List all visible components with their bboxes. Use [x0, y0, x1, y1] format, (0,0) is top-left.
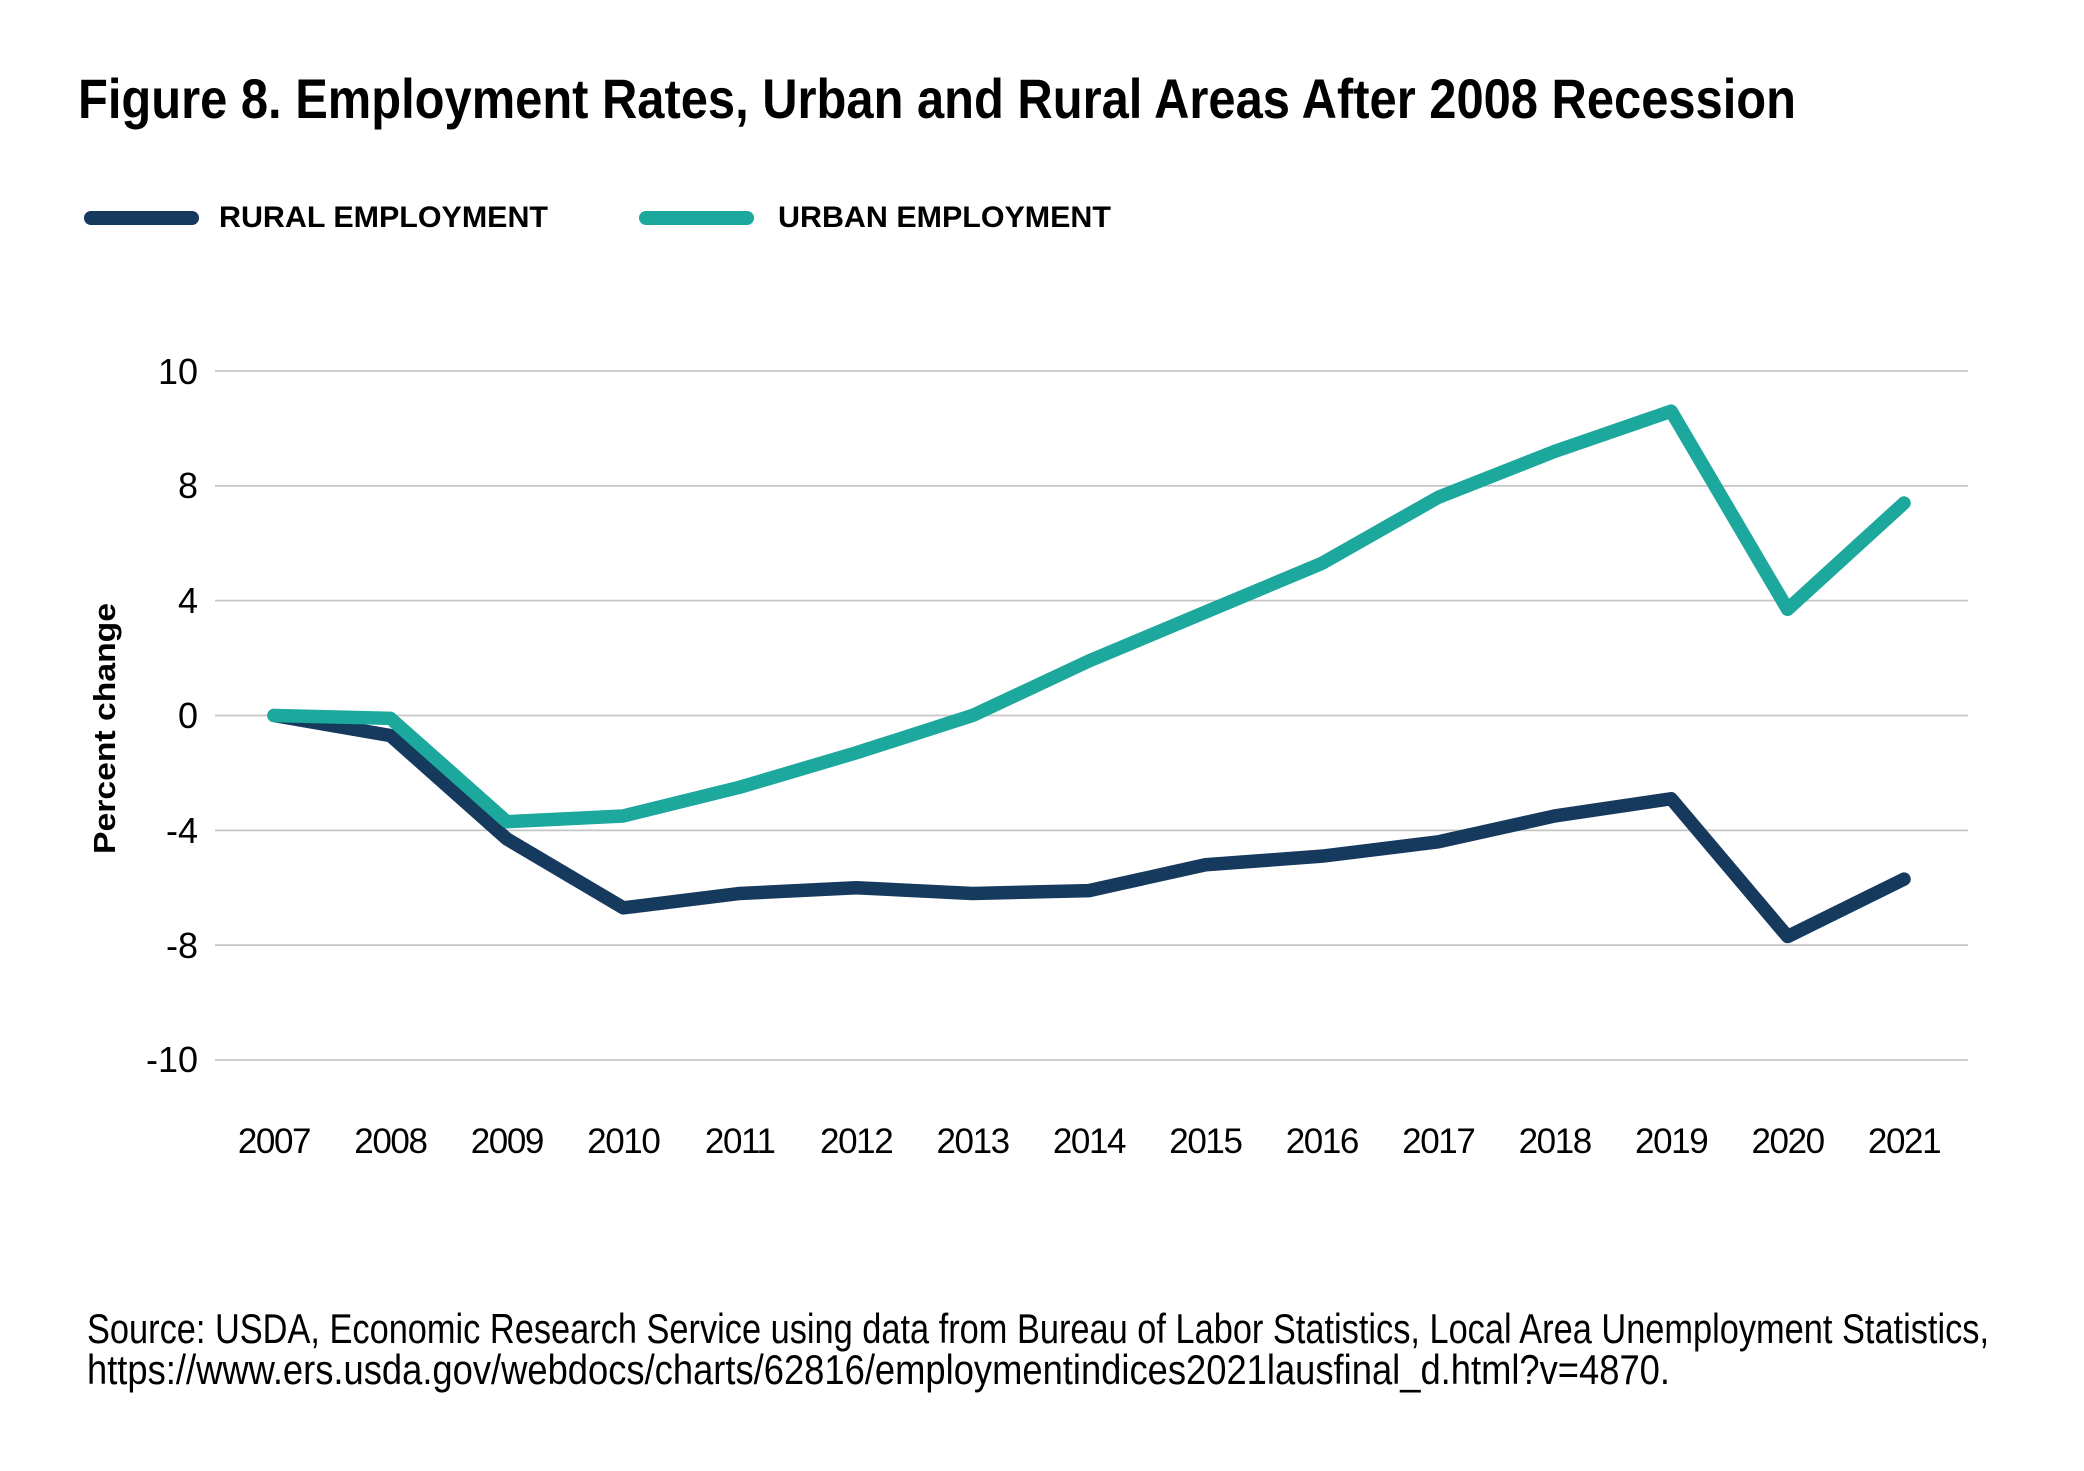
chart-title: Figure 8. Employment Rates, Urban and Ru…	[78, 67, 1796, 130]
y-tick-label: 8	[177, 465, 198, 507]
x-tick-label: 2012	[820, 1122, 894, 1161]
x-tick-label: 2009	[470, 1122, 545, 1161]
source-note-line-2: https://www.ers.usda.gov/webdocs/charts/…	[87, 1346, 1670, 1393]
x-tick-label: 2016	[1285, 1122, 1360, 1161]
y-tick-label: 0	[177, 694, 198, 736]
legend-label-rural: RURAL EMPLOYMENT	[219, 201, 548, 234]
x-tick-label: 2007	[237, 1122, 312, 1161]
x-tick-label: 2008	[354, 1122, 428, 1161]
x-tick-label: 2010	[587, 1122, 661, 1161]
legend-swatch-rural	[84, 211, 199, 225]
y-tick-label: 4	[177, 580, 198, 622]
legend-label-urban: URBAN EMPLOYMENT	[778, 201, 1111, 234]
y-tick-label: -4	[165, 809, 198, 851]
y-tick-label: 10	[157, 350, 198, 392]
y-tick-label: -8	[165, 924, 198, 966]
x-tick-label: 2011	[704, 1122, 776, 1161]
x-tick-label: 2019	[1635, 1122, 1709, 1161]
y-tick-label: -10	[145, 1039, 198, 1081]
x-tick-label: 2018	[1518, 1122, 1593, 1161]
rural-employment-line	[267, 708, 1911, 944]
urban-employment-line	[267, 404, 1911, 829]
legend-swatch-urban	[639, 211, 754, 225]
source-note: Source: USDA, Economic Research Service …	[87, 1305, 2084, 1393]
x-tick-label: 2015	[1169, 1122, 1243, 1161]
x-tick-label: 2013	[936, 1122, 1010, 1161]
source-note-line-1: Source: USDA, Economic Research Service …	[87, 1305, 1989, 1352]
x-tick-label: 2014	[1052, 1122, 1127, 1161]
x-tick-label: 2020	[1751, 1122, 1825, 1161]
x-tick-label: 2017	[1402, 1122, 1476, 1161]
x-tick-label: 2021	[1867, 1122, 1942, 1161]
